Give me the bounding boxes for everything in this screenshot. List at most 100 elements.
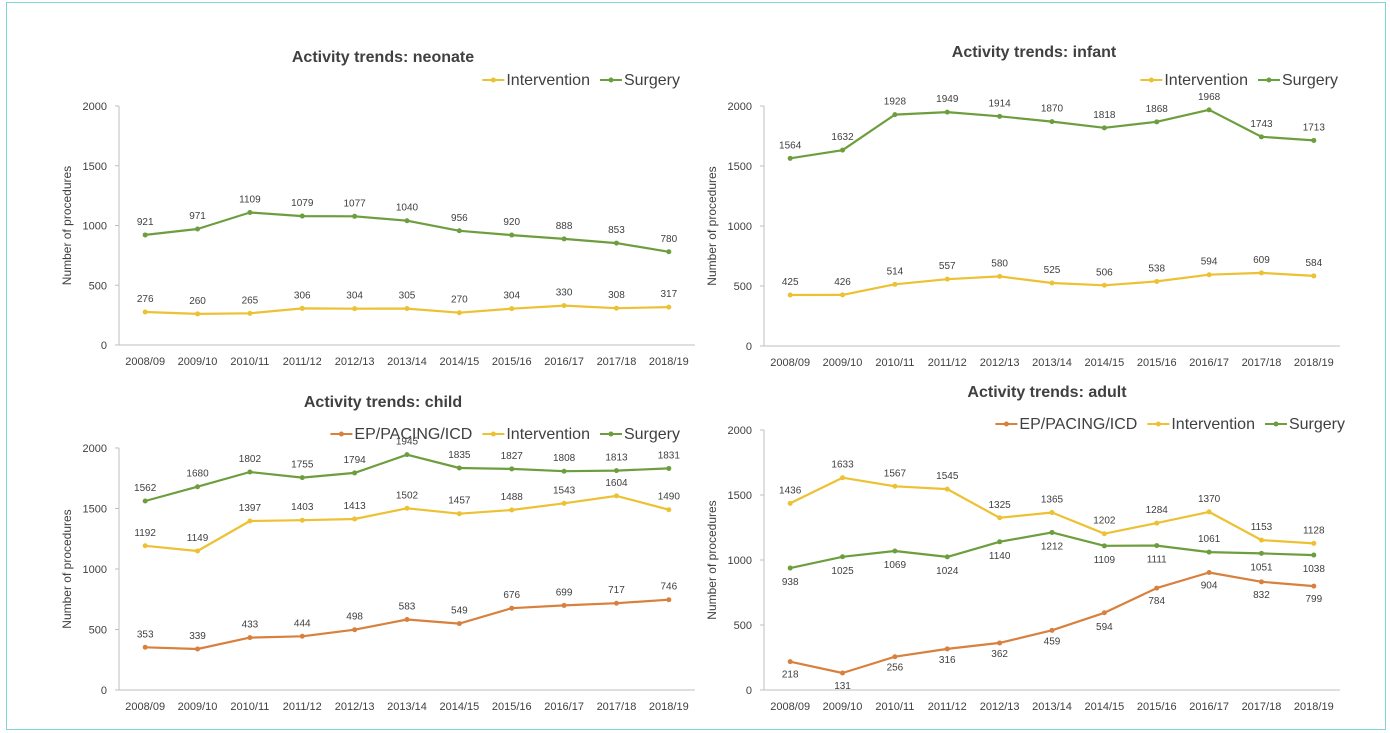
chart-2-series-surgery-point-4 xyxy=(997,113,1003,119)
chart-2-series-intervention-label-6: 506 xyxy=(1096,267,1113,278)
chart-4-series-surgery-point-6 xyxy=(1101,543,1107,549)
chart-1-series-intervention-point-4 xyxy=(352,306,358,312)
chart-4-series-intervention-point-1 xyxy=(840,475,846,481)
chart-2-series-surgery-point-0 xyxy=(787,155,793,161)
chart-2-series-intervention-label-1: 426 xyxy=(834,277,851,288)
chart-2-y-tick-label-4: 2000 xyxy=(728,101,752,113)
chart-1-series-intervention-label-7: 304 xyxy=(503,291,520,302)
chart-2-series-surgery-point-1 xyxy=(840,147,846,153)
chart-4-series-surgery-point-1 xyxy=(840,554,846,560)
chart-3-series-ep-pacing-icd-label-1: 339 xyxy=(189,631,206,642)
chart-1-x-tick-label-10: 2018/19 xyxy=(649,356,689,368)
chart-3-series-surgery-label-1: 1680 xyxy=(186,469,209,480)
chart-3-x-tick-label-9: 2017/18 xyxy=(597,701,637,713)
chart-3-x-tick-label-10: 2018/19 xyxy=(649,701,689,713)
chart-4-title: Activity trends: adult xyxy=(967,384,1127,401)
chart-4-series-surgery-label-8: 1061 xyxy=(1198,534,1221,545)
chart-3-title: Activity trends: child xyxy=(304,394,462,411)
chart-3-series-intervention-line xyxy=(145,494,670,553)
chart-2-x-tick-label-1: 2009/10 xyxy=(823,357,863,369)
chart-4-series-ep-pacing-icd-label-4: 362 xyxy=(991,649,1008,660)
chart-1-series-surgery-point-5 xyxy=(404,218,410,224)
chart-3-series-surgery-point-5 xyxy=(404,452,410,458)
chart-1-series-surgery-point-7 xyxy=(509,232,515,238)
chart-3-series-ep-pacing-icd-point-6 xyxy=(456,621,462,627)
chart-3-series-surgery-point-7 xyxy=(509,466,515,472)
chart-2-y-tick-label-3: 1500 xyxy=(728,161,752,173)
chart-2-series-intervention-point-1 xyxy=(840,292,846,298)
chart-2-series-surgery-label-2: 1928 xyxy=(884,97,907,108)
chart-1-series-intervention-point-8 xyxy=(561,303,567,309)
chart-4-series-ep-pacing-icd-point-8 xyxy=(1206,569,1212,575)
chart-2-series-intervention-point-4 xyxy=(997,273,1003,279)
chart-1-series-intervention-point-0 xyxy=(142,309,148,315)
chart-3-series-surgery-label-2: 1802 xyxy=(239,454,262,465)
chart-2-series-surgery-point-9 xyxy=(1258,134,1264,140)
chart-3-series-ep-pacing-icd-label-3: 444 xyxy=(294,618,311,629)
chart-4-y-tick-label-4: 2000 xyxy=(728,425,752,437)
chart-4-series-ep-pacing-icd-point-0 xyxy=(787,659,793,665)
chart-1-series-intervention-point-10 xyxy=(666,304,672,310)
chart-2-series-surgery-line xyxy=(790,108,1314,160)
chart-3-series-intervention-label-3: 1403 xyxy=(291,502,314,513)
chart-1-series-surgery-point-4 xyxy=(352,213,358,219)
chart-2-series-surgery-point-10 xyxy=(1311,137,1317,143)
chart-2-series-intervention-label-10: 584 xyxy=(1305,258,1322,269)
chart-4-series-intervention-point-10 xyxy=(1311,540,1317,546)
chart-4-series-intervention-label-6: 1202 xyxy=(1093,516,1116,527)
chart-4-x-tick-label-8: 2016/17 xyxy=(1189,701,1229,713)
chart-4-series-intervention-point-9 xyxy=(1258,537,1264,543)
chart-1-series-surgery-point-6 xyxy=(456,228,462,234)
chart-3-x-tick-label-6: 2014/15 xyxy=(439,701,479,713)
chart-3-series-intervention-label-9: 1604 xyxy=(605,478,628,489)
chart-2-series-intervention-point-3 xyxy=(944,276,950,282)
chart-1-legend-intervention-marker xyxy=(490,77,496,83)
chart-3-x-tick-label-2: 2010/11 xyxy=(230,701,269,713)
chart-4-series-intervention-label-3: 1545 xyxy=(936,471,959,482)
chart-4-series-intervention-point-8 xyxy=(1206,509,1212,515)
chart-2-series-surgery-point-6 xyxy=(1101,125,1107,131)
chart-3-series-intervention-point-6 xyxy=(456,511,462,517)
chart-4-series-ep-pacing-icd-point-2 xyxy=(892,654,898,660)
chart-1-x-tick-label-0: 2008/09 xyxy=(125,356,165,368)
chart-1-legend-surgery-marker xyxy=(608,77,614,83)
chart-3-legend-surgery-label: Surgery xyxy=(624,426,680,443)
chart-3-legend-ep-pacing-icd-marker xyxy=(338,431,344,437)
chart-1-legend-surgery-label: Surgery xyxy=(624,72,680,89)
chart-1-y-tick-label-1: 500 xyxy=(89,280,107,292)
chart-3-legend-surgery-marker xyxy=(608,431,614,437)
chart-4-y-tick-label-2: 1000 xyxy=(728,555,752,567)
chart-2-series-intervention-label-9: 609 xyxy=(1253,255,1270,266)
chart-2-title: Activity trends: infant xyxy=(952,44,1117,61)
chart-2-x-tick-label-6: 2014/15 xyxy=(1084,357,1124,369)
chart-2-legend-surgery-marker xyxy=(1266,77,1272,83)
chart-2-series-surgery-label-5: 1870 xyxy=(1041,104,1064,115)
chart-2-series-surgery-label-6: 1818 xyxy=(1093,110,1116,121)
chart-4-legend-surgery-label: Surgery xyxy=(1289,416,1345,433)
chart-1-y-tick-label-2: 1000 xyxy=(83,221,107,233)
chart-1-x-tick-label-4: 2012/13 xyxy=(335,356,375,368)
chart-2-x-tick-label-5: 2013/14 xyxy=(1032,357,1072,369)
chart-3-series-surgery-point-10 xyxy=(666,465,672,471)
chart-4-y-tick-label-0: 0 xyxy=(746,685,752,697)
chart-2-x-tick-label-10: 2018/19 xyxy=(1294,357,1334,369)
chart-3-series-ep-pacing-icd-label-7: 676 xyxy=(503,590,520,601)
chart-1-series-intervention-point-7 xyxy=(509,306,515,312)
chart-3-series-ep-pacing-icd-label-5: 583 xyxy=(399,601,416,612)
chart-3-series-surgery-point-3 xyxy=(299,475,305,481)
chart-1-x-tick-label-9: 2017/18 xyxy=(597,356,637,368)
chart-4-series-ep-pacing-icd-point-10 xyxy=(1311,583,1317,589)
chart-3-series-ep-pacing-icd-point-3 xyxy=(299,633,305,639)
chart-3-series-surgery-label-3: 1755 xyxy=(291,460,314,471)
chart-4-series-ep-pacing-icd-point-1 xyxy=(840,670,846,676)
chart-3-series-surgery-point-0 xyxy=(142,498,148,504)
chart-4-series-intervention-label-8: 1370 xyxy=(1198,494,1221,505)
chart-4-series-surgery-point-10 xyxy=(1311,552,1317,558)
chart-4-legend-intervention-label: Intervention xyxy=(1171,416,1255,433)
chart-1-series-intervention-label-10: 317 xyxy=(660,289,677,300)
chart-3-series-intervention-label-7: 1488 xyxy=(501,492,524,503)
chart-2-series-intervention-point-8 xyxy=(1206,272,1212,278)
chart-2-y-tick-label-1: 500 xyxy=(734,281,752,293)
chart-1-x-tick-label-5: 2013/14 xyxy=(387,356,427,368)
chart-1-series-intervention-label-9: 308 xyxy=(608,290,625,301)
